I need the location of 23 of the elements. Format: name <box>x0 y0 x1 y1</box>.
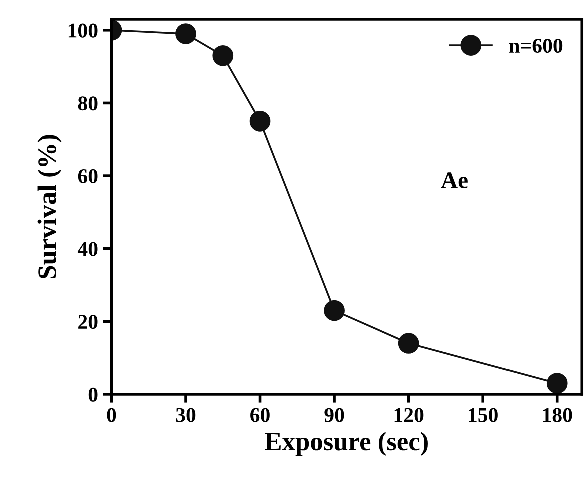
point <box>398 333 420 354</box>
x-tick-label: 150 <box>469 408 498 422</box>
x-tick-label: 90 <box>324 408 344 422</box>
point <box>546 373 568 394</box>
point <box>324 300 345 322</box>
x-tick-label: 0 <box>107 408 116 422</box>
annotation: Ae <box>441 172 468 188</box>
x-tick-label: 180 <box>543 408 572 422</box>
x-axis-title: Exposure (sec) <box>265 432 428 456</box>
legend-label: n=600 <box>509 38 563 54</box>
y-tick-label: 40 <box>78 242 98 256</box>
point <box>212 45 234 66</box>
point <box>176 24 196 44</box>
x-tick-label: 30 <box>176 408 196 422</box>
x-tick-label: 60 <box>250 408 270 422</box>
y-tick-label: 60 <box>78 169 98 184</box>
x-tick-label: 120 <box>394 408 424 422</box>
y-tick-label: 20 <box>78 315 98 330</box>
y-tick-label: 100 <box>68 24 98 38</box>
point <box>250 111 271 132</box>
y-tick-label: 80 <box>78 96 98 111</box>
y-tick-label: 0 <box>88 388 98 402</box>
y-axis-title: Survival (%) <box>38 135 62 279</box>
